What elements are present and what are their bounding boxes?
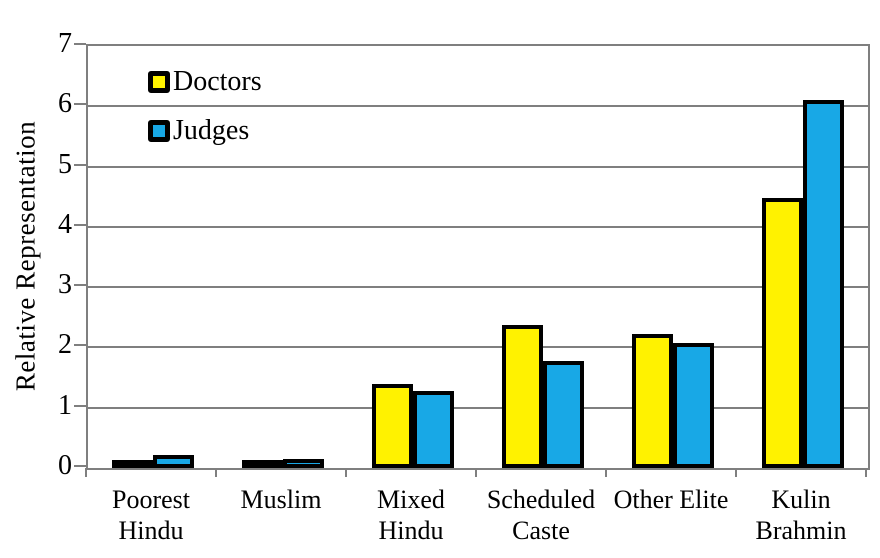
legend-label: Judges bbox=[173, 115, 250, 146]
bar-judges-scheduled-caste bbox=[543, 361, 584, 468]
bar-doctors-muslim bbox=[242, 460, 283, 468]
gridline bbox=[88, 286, 868, 289]
plot-area: Doctors Judges bbox=[86, 44, 870, 470]
y-tick-label: 2 bbox=[58, 329, 72, 361]
y-tick-mark bbox=[74, 465, 86, 467]
x-tick-mark bbox=[735, 468, 737, 477]
x-category-label: Muslim bbox=[206, 484, 356, 515]
x-tick-mark bbox=[865, 468, 867, 477]
legend-swatch-doctors-icon bbox=[148, 71, 170, 93]
bar-doctors-poorest-hindu bbox=[112, 460, 153, 468]
x-category-label-line: Hindu bbox=[378, 516, 444, 546]
y-tick-label: 5 bbox=[58, 148, 72, 180]
x-category-label-line: Muslim bbox=[240, 485, 322, 514]
bar-judges-other-elite bbox=[673, 343, 714, 468]
x-tick-mark bbox=[605, 468, 607, 477]
y-tick-label: 7 bbox=[58, 28, 72, 59]
bar-judges-kulin-brahmin bbox=[803, 100, 844, 468]
bar-group bbox=[88, 455, 218, 468]
x-tick-mark bbox=[215, 468, 217, 477]
x-tick-mark bbox=[475, 468, 477, 477]
bar-judges-poorest-hindu bbox=[153, 455, 194, 468]
x-category-label-line: Poorest bbox=[112, 485, 190, 514]
x-category-label-line: Kulin bbox=[771, 485, 831, 514]
x-category-label: Mixed Hindu bbox=[336, 484, 486, 546]
y-tick-mark bbox=[74, 43, 86, 45]
bar-doctors-mixed-hindu bbox=[372, 384, 413, 468]
y-tick-label: 6 bbox=[58, 88, 72, 120]
bar-group bbox=[478, 325, 608, 468]
y-tick-label: 1 bbox=[58, 389, 72, 421]
y-tick-label: 0 bbox=[58, 450, 72, 481]
x-category-label-line: Caste bbox=[512, 516, 570, 546]
y-tick-mark bbox=[74, 223, 86, 226]
bar-group bbox=[608, 334, 738, 468]
bar-judges-muslim bbox=[283, 459, 324, 468]
y-tick-mark bbox=[74, 284, 86, 287]
x-category-label: Poorest Hindu bbox=[76, 484, 226, 546]
legend: Doctors Judges bbox=[148, 68, 262, 145]
y-tick-mark bbox=[74, 404, 86, 407]
gridline bbox=[88, 165, 868, 168]
y-tick-mark bbox=[74, 344, 86, 347]
bar-group bbox=[738, 100, 868, 468]
x-category-label-line: Brahmin bbox=[755, 516, 847, 546]
bar-doctors-scheduled-caste bbox=[502, 325, 543, 468]
bar-group bbox=[348, 384, 478, 468]
bar-judges-mixed-hindu bbox=[413, 391, 454, 468]
x-category-label: Scheduled Caste bbox=[466, 484, 616, 546]
gridline bbox=[88, 406, 868, 409]
x-category-label-line: Scheduled bbox=[486, 485, 596, 514]
y-tick-mark bbox=[74, 103, 86, 106]
gridline bbox=[88, 105, 868, 108]
x-tick-mark bbox=[85, 468, 87, 477]
legend-label: Doctors bbox=[173, 66, 262, 97]
bar-doctors-kulin-brahmin bbox=[762, 198, 803, 468]
x-category-label-line: Mixed bbox=[377, 485, 445, 514]
legend-entry-judges: Judges bbox=[148, 117, 262, 145]
x-tick-mark bbox=[345, 468, 347, 477]
legend-swatch-judges-icon bbox=[148, 120, 170, 142]
bar-group bbox=[218, 459, 348, 468]
y-tick-label: 3 bbox=[58, 269, 72, 301]
gridline bbox=[88, 225, 868, 228]
x-category-label: Kulin Brahmin bbox=[726, 484, 876, 546]
y-tick-label: 4 bbox=[58, 208, 72, 240]
y-tick-mark bbox=[74, 163, 86, 166]
x-category-label: Other Elite bbox=[596, 484, 746, 515]
x-category-label-line: Other Elite bbox=[613, 485, 729, 514]
gridline bbox=[88, 346, 868, 349]
x-category-label-line: Hindu bbox=[118, 516, 184, 546]
bar-doctors-other-elite bbox=[632, 334, 673, 468]
legend-entry-doctors: Doctors bbox=[148, 68, 262, 96]
